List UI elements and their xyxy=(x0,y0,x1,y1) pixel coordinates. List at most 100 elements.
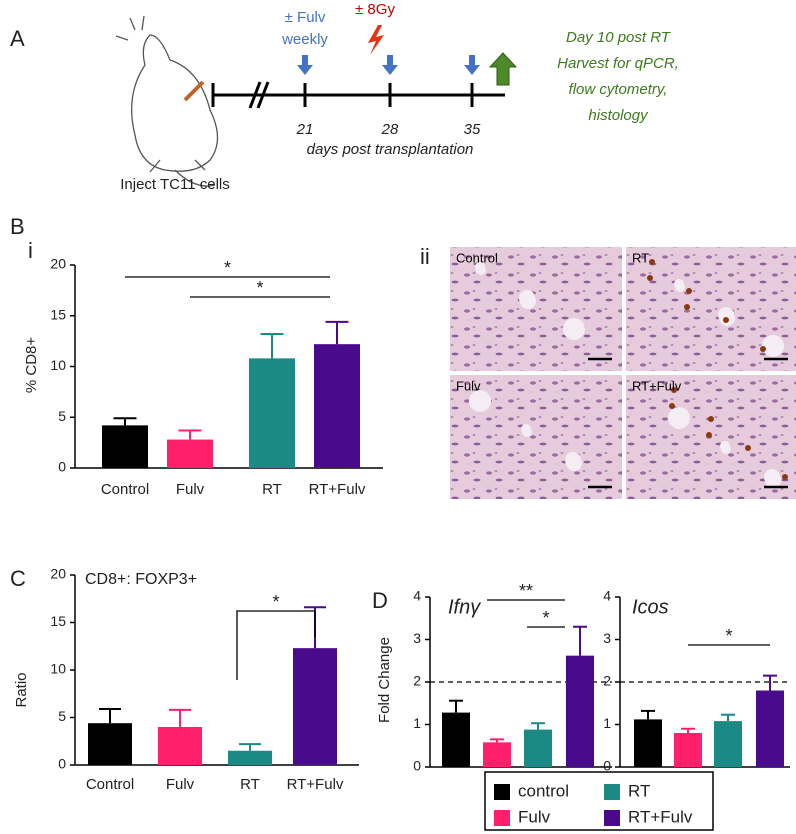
bar xyxy=(228,750,272,765)
x-tick-label: Control xyxy=(101,481,149,498)
y-tick-label: 5 xyxy=(58,408,66,424)
fat-vacuole xyxy=(566,455,582,471)
x-tick-label: Fulv xyxy=(176,481,205,498)
y-tick-label: 0 xyxy=(603,758,611,774)
legend-swatch xyxy=(604,810,620,826)
y-tick-label: 4 xyxy=(603,588,611,604)
chart-title: CD8+: FOXP3+ xyxy=(85,571,197,588)
stained-cell xyxy=(708,416,714,422)
x-tick-label: RT+Fulv xyxy=(287,776,344,793)
stained-cell xyxy=(647,275,653,281)
y-tick-label: 20 xyxy=(50,566,66,582)
significance-label: ** xyxy=(519,581,533,601)
chart-title: Ifnγ xyxy=(448,596,481,618)
x-tick-label: RT xyxy=(240,776,260,793)
mouse-illustration xyxy=(115,15,219,187)
stained-cell xyxy=(671,387,677,393)
micrograph-label: RT+Fulv xyxy=(632,378,682,393)
legend-swatch xyxy=(604,784,620,800)
bar xyxy=(88,723,132,765)
arrows xyxy=(297,25,518,86)
panel-label: A xyxy=(10,26,25,51)
panel-label: ii xyxy=(420,244,430,269)
panel-label: B xyxy=(10,214,25,239)
stained-cell xyxy=(745,445,751,451)
y-tick-label: 3 xyxy=(413,630,421,646)
caption: Inject TC11 cells xyxy=(120,176,230,193)
fat-vacuole xyxy=(522,427,532,437)
x-tick-label: RT xyxy=(262,481,282,498)
y-tick-label: 10 xyxy=(50,661,66,677)
x-tick-label: RT+Fulv xyxy=(309,481,366,498)
fat-vacuole xyxy=(469,390,491,412)
y-tick-label: 20 xyxy=(50,256,66,272)
fulv-arrow xyxy=(297,55,313,75)
legend-box xyxy=(484,771,714,831)
y-axis-label: Ratio xyxy=(13,672,30,707)
harvest-arrow xyxy=(488,52,518,86)
significance-label: * xyxy=(725,626,732,646)
y-tick-label: 15 xyxy=(50,613,66,629)
timeline xyxy=(211,81,505,109)
bar xyxy=(167,439,213,468)
timeline-tick-label: 28 xyxy=(381,121,399,138)
stained-cell xyxy=(684,304,690,310)
radiation-bolt xyxy=(368,25,384,55)
micrograph-label: Fulv xyxy=(456,378,481,393)
timeline-axis-label: days post transplantation xyxy=(307,141,474,158)
bar xyxy=(442,712,470,767)
harvest-text: Day 10 post RT xyxy=(566,29,672,46)
harvest-text: histology xyxy=(588,107,649,124)
fat-vacuole xyxy=(721,444,731,454)
x-tick-label: Fulv xyxy=(166,776,195,793)
y-tick-label: 10 xyxy=(50,357,66,373)
y-tick-label: 1 xyxy=(413,715,421,731)
y-tick-label: 5 xyxy=(58,708,66,724)
micrograph-label: RT xyxy=(632,250,649,265)
bar xyxy=(293,648,337,765)
y-tick-label: 2 xyxy=(413,673,421,689)
significance-bracket xyxy=(236,610,316,680)
fat-vacuole xyxy=(476,265,486,275)
y-tick-label: 0 xyxy=(413,758,421,774)
legend-swatch xyxy=(494,810,510,826)
axis-break xyxy=(248,81,262,109)
fulv-label: weekly xyxy=(281,31,328,48)
fat-vacuole xyxy=(563,318,585,340)
chart-title: Icos xyxy=(632,596,669,618)
y-tick-label: 2 xyxy=(603,673,611,689)
bar xyxy=(674,733,702,767)
harvest-text: flow cytometry, xyxy=(569,81,668,98)
legend-label: control xyxy=(518,781,569,800)
fat-vacuole xyxy=(675,282,685,292)
significance-label: * xyxy=(542,608,549,628)
fulv-label: ± Fulv xyxy=(285,9,326,26)
stained-cell xyxy=(706,432,712,438)
y-tick-label: 4 xyxy=(413,588,421,604)
stained-cell xyxy=(760,346,766,352)
legend-label: RT+Fulv xyxy=(628,807,693,826)
stained-cell xyxy=(723,317,729,323)
legend-label: RT xyxy=(628,781,650,800)
bar xyxy=(249,358,295,468)
bar xyxy=(756,690,784,767)
fat-vacuole xyxy=(520,293,536,309)
panel-label: i xyxy=(28,238,33,263)
bar xyxy=(714,721,742,767)
bar xyxy=(158,727,202,765)
y-tick-label: 0 xyxy=(58,459,66,475)
rt-label: ± 8Gy xyxy=(355,1,395,18)
panel-label: D xyxy=(372,588,388,613)
fat-vacuole xyxy=(762,335,784,357)
stained-cell xyxy=(686,288,692,294)
panel-label: C xyxy=(10,566,26,591)
significance-label: * xyxy=(272,592,279,612)
fat-vacuole xyxy=(765,472,781,488)
fat-vacuole xyxy=(668,407,690,429)
y-tick-label: 0 xyxy=(58,756,66,772)
timeline-tick-label: 21 xyxy=(296,121,314,138)
x-tick-label: Control xyxy=(86,776,134,793)
timeline-tick-label: 35 xyxy=(464,121,481,138)
significance-label: * xyxy=(256,278,263,298)
